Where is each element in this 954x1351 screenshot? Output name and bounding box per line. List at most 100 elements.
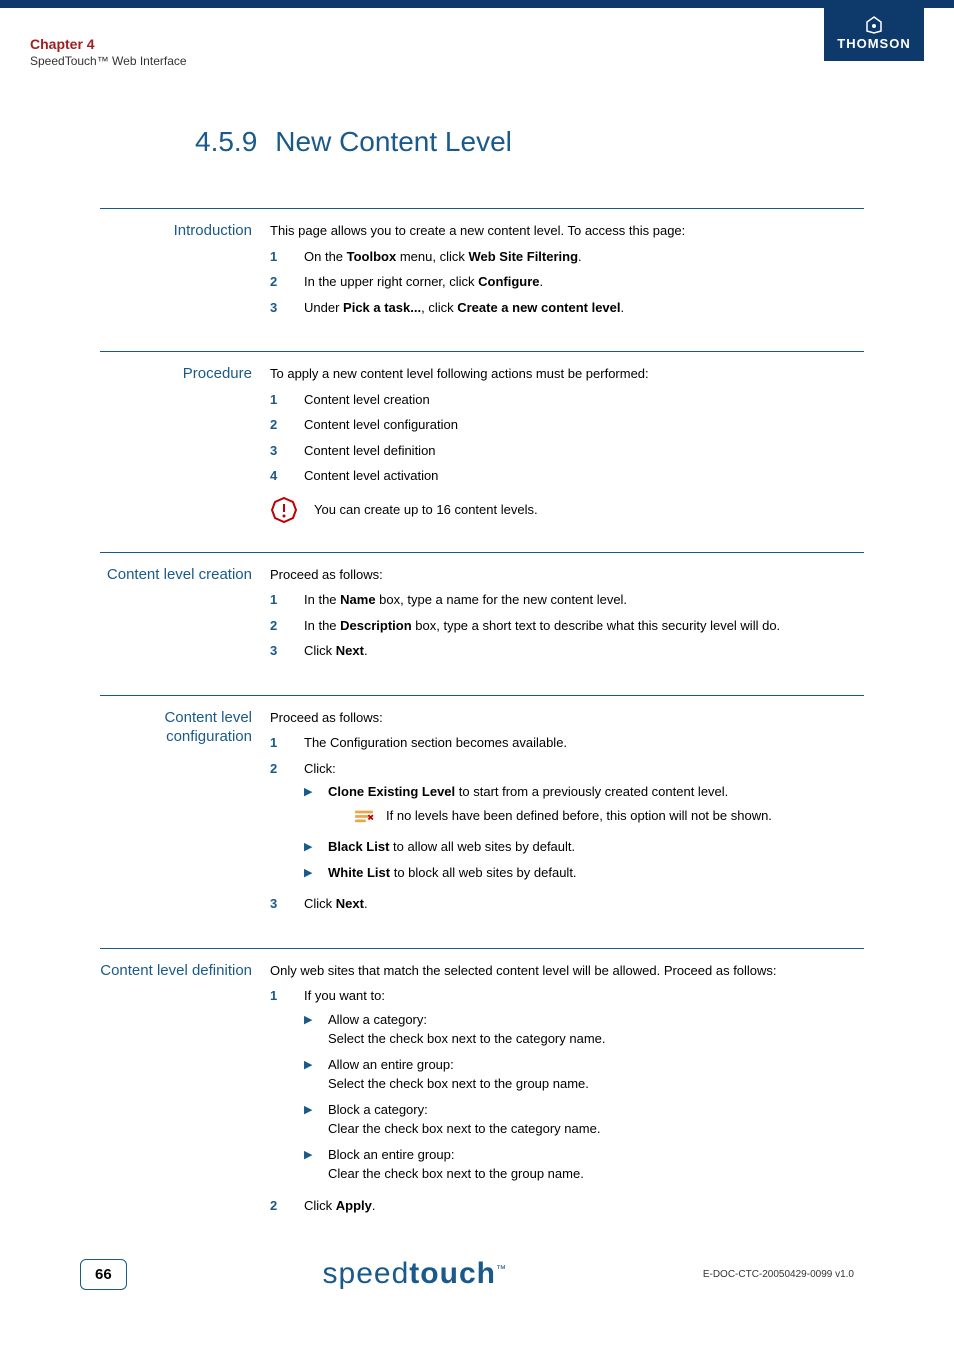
- body-creation: Proceed as follows: 1In the Name box, ty…: [270, 565, 864, 667]
- list-item: 3Click Next.: [270, 894, 864, 914]
- list-number: 3: [270, 894, 304, 914]
- page-footer: 66 speedtouch™ E-DOC-CTC-20050429-0099 v…: [0, 1257, 954, 1291]
- list-item: ▶Block a category:Clear the check box ne…: [304, 1100, 864, 1139]
- list-text: Content level creation: [304, 390, 864, 410]
- section-definition: Content level definition Only web sites …: [100, 948, 864, 1222]
- list-number: 1: [270, 590, 304, 610]
- list-number: 3: [270, 641, 304, 661]
- list-number: 3: [270, 298, 304, 318]
- page-header: Chapter 4 SpeedTouch™ Web Interface THOM…: [0, 8, 954, 68]
- arrow-icon: ▶: [304, 837, 328, 857]
- list-item: 1 If you want to: ▶Allow a category:Sele…: [270, 986, 864, 1190]
- list-text: If you want to: ▶Allow a category:Select…: [304, 986, 864, 1190]
- config-list: 1The Configuration section becomes avail…: [270, 733, 864, 914]
- list-item: 1On the Toolbox menu, click Web Site Fil…: [270, 247, 864, 267]
- list-text: In the upper right corner, click Configu…: [304, 272, 864, 292]
- label-creation: Content level creation: [100, 565, 270, 667]
- intro-lead: This page allows you to create a new con…: [270, 221, 864, 241]
- warning-note: You can create up to 16 content levels.: [270, 496, 864, 524]
- list-item: ▶Allow an entire group:Select the check …: [304, 1055, 864, 1094]
- warning-text: You can create up to 16 content levels.: [314, 500, 538, 520]
- list-number: 2: [270, 1196, 304, 1216]
- list-item: 2Content level configuration: [270, 415, 864, 435]
- list-item: 1Content level creation: [270, 390, 864, 410]
- chapter-label: Chapter 4: [30, 36, 187, 52]
- section-introduction: Introduction This page allows you to cre…: [100, 208, 864, 323]
- section-configuration: Content level configuration Proceed as f…: [100, 695, 864, 920]
- arrow-icon: ▶: [304, 1055, 328, 1094]
- title-number: 4.5.9: [195, 126, 257, 158]
- list-item: 4Content level activation: [270, 466, 864, 486]
- list-item: ▶Block an entire group:Clear the check b…: [304, 1145, 864, 1184]
- list-text: Allow a category:Select the check box ne…: [328, 1010, 864, 1049]
- page-title: New Content Level: [275, 126, 512, 158]
- list-number: 2: [270, 759, 304, 889]
- list-number: 1: [270, 733, 304, 753]
- body-introduction: This page allows you to create a new con…: [270, 221, 864, 323]
- label-introduction: Introduction: [100, 221, 270, 323]
- list-item: 2Click Apply.: [270, 1196, 864, 1216]
- procedure-lead: To apply a new content level following a…: [270, 364, 864, 384]
- page-number: 66: [80, 1259, 127, 1290]
- list-text: Click: ▶Clone Existing Level to start fr…: [304, 759, 864, 889]
- content-area: Introduction This page allows you to cre…: [0, 158, 954, 1221]
- list-text: White List to block all web sites by def…: [328, 863, 864, 883]
- config-sublist: ▶Clone Existing Level to start from a pr…: [304, 782, 864, 882]
- list-item: ▶Allow a category:Select the check box n…: [304, 1010, 864, 1049]
- list-text: Under Pick a task..., click Create a new…: [304, 298, 864, 318]
- thomson-logo-icon: [864, 16, 884, 34]
- label-configuration: Content level configuration: [100, 708, 270, 920]
- definition-sublist: ▶Allow a category:Select the check box n…: [304, 1010, 864, 1184]
- warning-icon: [270, 496, 298, 524]
- body-procedure: To apply a new content level following a…: [270, 364, 864, 524]
- list-item: 1In the Name box, type a name for the ne…: [270, 590, 864, 610]
- list-item: ▶Black List to allow all web sites by de…: [304, 837, 864, 857]
- page-title-row: 4.5.9 New Content Level: [0, 126, 954, 158]
- list-number: 1: [270, 986, 304, 1190]
- creation-list: 1In the Name box, type a name for the ne…: [270, 590, 864, 661]
- list-number: 2: [270, 616, 304, 636]
- definition-lead: Only web sites that match the selected c…: [270, 961, 864, 981]
- list-text: In the Description box, type a short tex…: [304, 616, 864, 636]
- arrow-icon: ▶: [304, 1100, 328, 1139]
- list-text: Black List to allow all web sites by def…: [328, 837, 864, 857]
- brand-text: THOMSON: [836, 36, 912, 51]
- chapter-subhead: SpeedTouch™ Web Interface: [30, 54, 187, 68]
- label-definition: Content level definition: [100, 961, 270, 1222]
- list-text: Allow an entire group:Select the check b…: [328, 1055, 864, 1094]
- section-procedure: Procedure To apply a new content level f…: [100, 351, 864, 524]
- intro-list: 1On the Toolbox menu, click Web Site Fil…: [270, 247, 864, 318]
- list-text: Click Apply.: [304, 1196, 864, 1216]
- list-text: Content level activation: [304, 466, 864, 486]
- document-id: E-DOC-CTC-20050429-0099 v1.0: [703, 1269, 854, 1280]
- list-text: On the Toolbox menu, click Web Site Filt…: [304, 247, 864, 267]
- list-item: ▶White List to block all web sites by de…: [304, 863, 864, 883]
- list-number: 3: [270, 441, 304, 461]
- info-note: If no levels have been defined before, t…: [352, 806, 864, 826]
- list-text: Click Next.: [304, 894, 864, 914]
- arrow-icon: ▶: [304, 863, 328, 883]
- info-icon: [352, 806, 376, 824]
- list-number: 2: [270, 415, 304, 435]
- arrow-icon: ▶: [304, 1010, 328, 1049]
- list-text: Click Next.: [304, 641, 864, 661]
- list-text: Content level configuration: [304, 415, 864, 435]
- brand-badge: THOMSON: [824, 8, 924, 61]
- list-item: 2 Click: ▶Clone Existing Level to start …: [270, 759, 864, 889]
- list-item: ▶Clone Existing Level to start from a pr…: [304, 782, 864, 831]
- body-configuration: Proceed as follows: 1The Configuration s…: [270, 708, 864, 920]
- list-number: 4: [270, 466, 304, 486]
- body-definition: Only web sites that match the selected c…: [270, 961, 864, 1222]
- list-item: 3Content level definition: [270, 441, 864, 461]
- procedure-list: 1Content level creation 2Content level c…: [270, 390, 864, 486]
- section-creation: Content level creation Proceed as follow…: [100, 552, 864, 667]
- list-text: Block a category:Clear the check box nex…: [328, 1100, 864, 1139]
- list-item: 3Click Next.: [270, 641, 864, 661]
- list-text: The Configuration section becomes availa…: [304, 733, 864, 753]
- list-item: 1The Configuration section becomes avail…: [270, 733, 864, 753]
- creation-lead: Proceed as follows:: [270, 565, 864, 585]
- list-number: 2: [270, 272, 304, 292]
- list-text: Content level definition: [304, 441, 864, 461]
- arrow-icon: ▶: [304, 782, 328, 831]
- config-lead: Proceed as follows:: [270, 708, 864, 728]
